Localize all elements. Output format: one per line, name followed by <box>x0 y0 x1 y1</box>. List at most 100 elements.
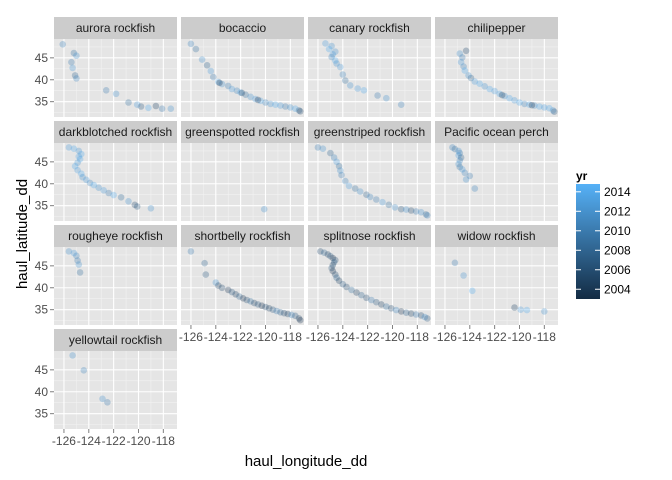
data-point <box>498 91 506 99</box>
data-point <box>335 162 343 170</box>
data-point <box>506 94 513 102</box>
data-point <box>358 291 365 299</box>
data-point <box>247 93 254 101</box>
data-point <box>337 63 344 71</box>
data-point <box>71 162 79 170</box>
facet-panel-aurora-rockfish: aurora rockfish <box>54 17 177 117</box>
data-point <box>102 87 110 94</box>
data-point <box>73 52 80 59</box>
data-point <box>265 305 273 312</box>
data-point <box>455 152 462 159</box>
facet-panel-greenspotted-rockfish: greenspotted rockfish <box>181 121 304 221</box>
data-point <box>366 193 374 201</box>
panel-background <box>181 39 304 117</box>
y-tick-label: 45 <box>35 363 49 377</box>
data-point <box>424 315 431 322</box>
facet-strip-label: bocaccio <box>219 21 267 35</box>
y-tick-label: 40 <box>35 281 49 295</box>
data-point <box>70 249 78 257</box>
data-point <box>320 249 328 256</box>
data-point <box>345 182 353 190</box>
data-point <box>327 252 334 260</box>
minor-grid <box>54 351 177 429</box>
facet-strip <box>435 17 558 39</box>
data-point <box>202 271 210 278</box>
data-point <box>272 101 279 108</box>
data-point <box>198 56 206 63</box>
data-point <box>351 185 359 192</box>
data-point <box>392 306 400 314</box>
data-point <box>75 153 83 160</box>
y-tick-label: 40 <box>35 73 49 87</box>
data-point <box>383 303 390 310</box>
data-point <box>297 316 304 324</box>
data-point <box>333 274 340 282</box>
color-legend: yr 2014 2012 2010 2008 2006 2004 <box>576 169 631 299</box>
data-point <box>456 157 464 164</box>
minor-grid <box>181 39 304 117</box>
legend-label: 2004 <box>604 282 631 296</box>
data-point <box>462 176 470 183</box>
data-point <box>95 184 102 191</box>
facet-strip <box>54 329 177 351</box>
data-point <box>402 206 410 213</box>
data-point <box>491 87 498 95</box>
data-point <box>90 181 98 189</box>
x-tick-label: -124 <box>331 330 355 344</box>
data-point <box>104 399 111 406</box>
y-axis-title: haul_latitude_dd <box>14 179 31 289</box>
facet-strip-label: Pacific ocean perch <box>444 125 549 139</box>
x-tick-label: -120 <box>507 330 531 344</box>
minor-grid <box>181 247 304 325</box>
data-point <box>457 58 465 66</box>
minor-grid <box>308 39 431 117</box>
facet-panel-rougheye-rockfish: rougheye rockfish <box>54 225 177 325</box>
data-point <box>332 57 339 64</box>
data-point <box>363 191 370 198</box>
panel-background <box>435 247 558 325</box>
x-tick-label: -126 <box>433 330 457 344</box>
data-point <box>328 264 335 272</box>
panel-points <box>314 144 431 219</box>
facet-strip <box>54 17 177 39</box>
data-point <box>330 259 338 266</box>
data-point <box>73 75 80 82</box>
data-point <box>328 42 335 50</box>
data-point <box>207 67 215 75</box>
data-point <box>469 287 476 295</box>
panel-background <box>54 351 177 429</box>
facet-panel-widow-rockfish: widow rockfish <box>435 225 558 325</box>
panel-points <box>451 259 548 315</box>
major-grid <box>54 143 177 221</box>
facet-strip-label: canary rockfish <box>329 21 410 35</box>
data-point <box>421 313 429 321</box>
facet-strip-label: greenspotted rockfish <box>185 125 300 139</box>
data-point <box>461 169 469 177</box>
minor-grid <box>308 143 431 221</box>
data-point <box>70 145 78 152</box>
data-point <box>517 306 524 314</box>
data-point <box>70 49 78 57</box>
data-point <box>75 261 83 268</box>
data-point <box>337 167 344 174</box>
panel-background <box>181 247 304 325</box>
data-point <box>215 78 222 86</box>
facet-strip <box>54 121 177 143</box>
data-point <box>531 102 538 109</box>
data-point <box>133 203 141 210</box>
data-point <box>373 298 380 306</box>
facet-strip-label: chilipepper <box>467 21 525 35</box>
panel-points <box>317 248 431 322</box>
data-point <box>73 252 80 260</box>
data-point <box>228 85 236 93</box>
minor-grid <box>308 247 431 325</box>
data-point <box>251 299 258 307</box>
data-point <box>133 101 141 108</box>
data-point <box>422 211 430 218</box>
data-point <box>237 89 244 96</box>
data-point <box>187 248 195 255</box>
x-tick-label: -120 <box>126 434 150 448</box>
facet-strip-label: aurora rockfish <box>76 21 155 35</box>
facet-panel-yellowtail-rockfish: yellowtail rockfish <box>54 329 177 429</box>
